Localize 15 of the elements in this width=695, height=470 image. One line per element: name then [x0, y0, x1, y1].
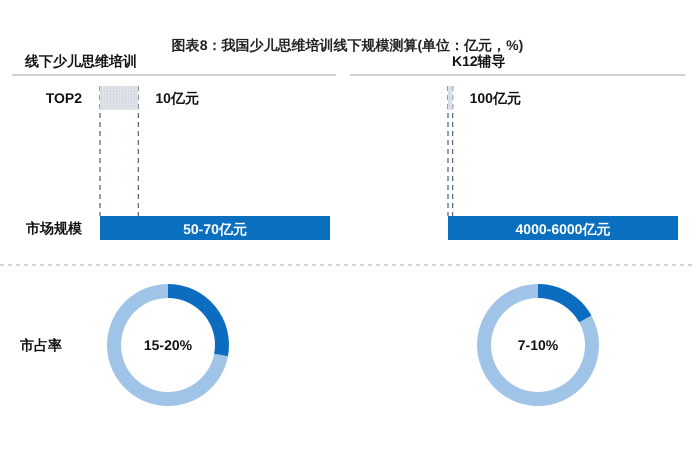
donut-slice: [107, 284, 228, 406]
text: 图表8：我国少儿思维培训线下规模测算(单位：亿元，%): [172, 37, 524, 53]
data-label: 100亿元: [470, 90, 521, 106]
donut-slice: [477, 284, 599, 406]
annotation: 7-10%: [518, 337, 559, 353]
y-tick-label: TOP2: [46, 90, 82, 106]
chart-title: K12辅导: [452, 53, 506, 69]
data-label: 4000-6000亿元: [516, 221, 610, 237]
chart-title: 线下少儿思维培训: [24, 53, 137, 69]
donut-slice: [538, 284, 592, 322]
text: 市占率: [19, 337, 62, 353]
data-label: 10亿元: [155, 90, 199, 106]
y-tick-label: 市场规模: [25, 220, 83, 236]
data-label: 50-70亿元: [183, 221, 247, 237]
annotation: 15-20%: [144, 337, 193, 353]
